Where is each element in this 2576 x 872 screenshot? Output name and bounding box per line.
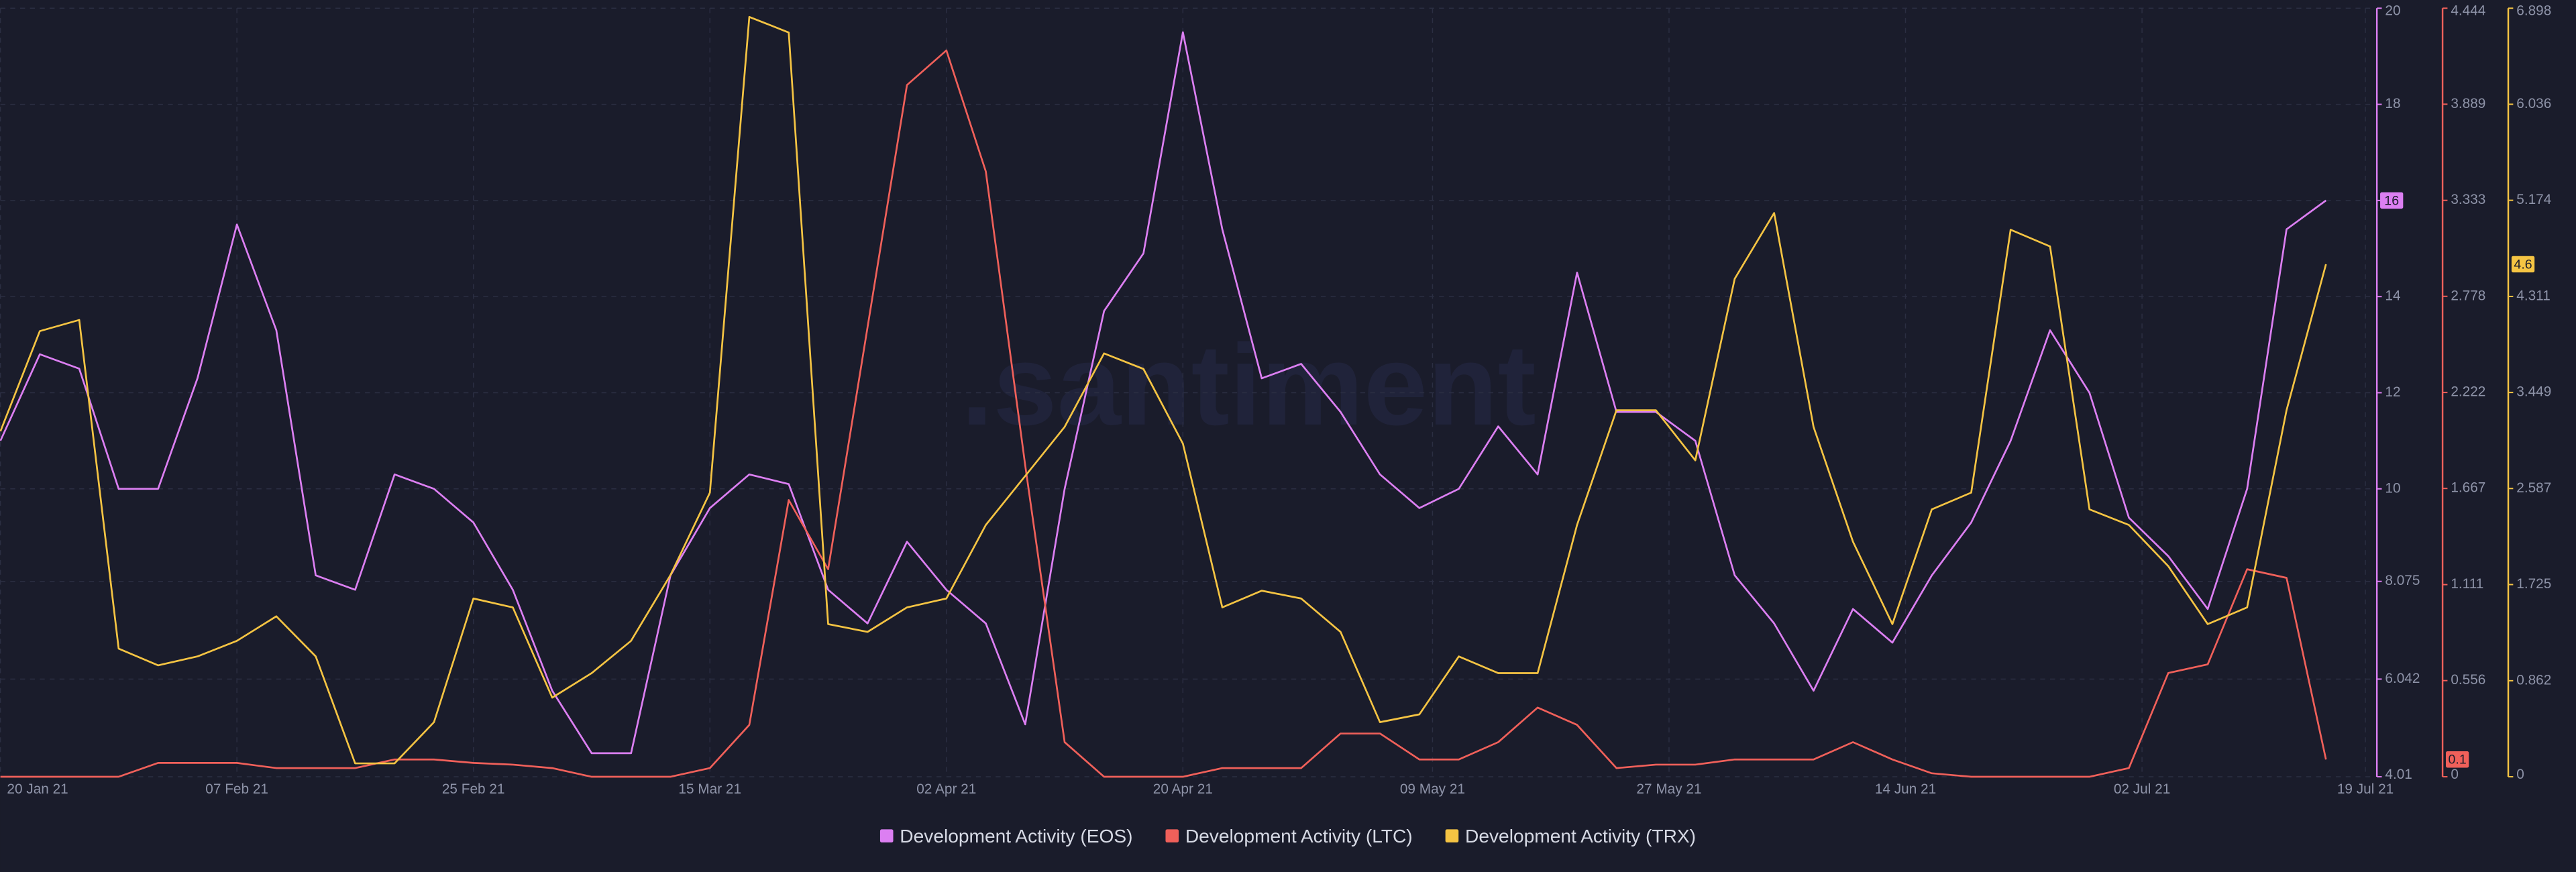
badge-label: 16 [2384, 193, 2399, 208]
last-value-badge: 0.1 [2445, 751, 2469, 768]
y-tick-label: 2.587 [2516, 480, 2551, 496]
y-tick-label: 3.333 [2451, 192, 2485, 207]
legend: Development Activity (EOS) Development Ac… [879, 826, 1696, 847]
legend-item: Development Activity (LTC) [1165, 826, 1413, 847]
watermark: .santiment [961, 321, 1536, 449]
y-tick-label: 5.174 [2516, 192, 2551, 207]
x-tick-label: 02 Jul 21 [2114, 781, 2170, 797]
y-tick-label: 1.667 [2451, 480, 2485, 496]
y-tick-label: 6.898 [2516, 3, 2551, 19]
y-tick-label: 12 [2385, 384, 2400, 400]
y-tick-label: 4.444 [2451, 3, 2485, 19]
legend-item: Development Activity (TRX) [1445, 826, 1696, 847]
x-tick-label: 20 Jan 21 [7, 781, 68, 797]
y-tick-label: 14 [2385, 288, 2400, 304]
badge-box [2380, 192, 2404, 209]
x-tick-label: 20 Apr 21 [1153, 781, 1213, 797]
series-line [0, 49, 2327, 778]
y-tick-label: 10 [2385, 480, 2400, 496]
y-tick-label: 0.862 [2516, 672, 2551, 688]
legend-swatch [1165, 829, 1179, 842]
y-tick-label: 6.036 [2516, 96, 2551, 111]
y-tick-label: 4.311 [2516, 288, 2551, 303]
last-value-badge: 4.6 [2511, 256, 2535, 273]
x-tick-label: 14 Jun 21 [1875, 781, 1936, 797]
y-tick-label: 2.222 [2451, 384, 2485, 400]
y-tick-label: 3.889 [2451, 96, 2485, 111]
x-tick-label: 02 Apr 21 [916, 781, 976, 797]
y-tick-label: 18 [2385, 96, 2400, 111]
badge-box [2445, 751, 2469, 768]
last-value-badge: 16 [2380, 192, 2404, 209]
x-tick-label: 07 Feb 21 [205, 781, 268, 797]
y-tick-label: 8.075 [2385, 573, 2420, 588]
y-tick-label: 0 [2516, 767, 2524, 782]
y-tick-label: 2.778 [2451, 288, 2485, 303]
x-tick-label: 27 May 21 [1636, 781, 1701, 797]
series-line [0, 31, 2327, 755]
legend-item: Development Activity (EOS) [879, 826, 1133, 847]
series-line [0, 15, 2327, 765]
badge-label: 0.1 [2449, 753, 2467, 767]
x-tick-label: 09 May 21 [1400, 781, 1465, 797]
y-tick-label: 1.111 [2451, 576, 2483, 592]
legend-label: Development Activity (TRX) [1465, 826, 1696, 847]
y-tick-label: 4.01 [2385, 767, 2412, 782]
x-tick-label: 19 Jul 21 [2337, 781, 2394, 797]
x-tick-label: 15 Mar 21 [678, 781, 741, 797]
badge-label: 4.6 [2514, 257, 2532, 272]
badge-box [2511, 256, 2535, 273]
y-tick-label: 0.556 [2451, 672, 2485, 688]
y-tick-label: 20 [2385, 3, 2400, 19]
y-tick-label: 6.042 [2385, 671, 2420, 686]
y-tick-label: 0 [2451, 767, 2459, 782]
x-tick-label: 25 Feb 21 [442, 781, 505, 797]
legend-label: Development Activity (LTC) [1185, 826, 1413, 847]
legend-swatch [1445, 829, 1459, 842]
y-tick-label: 1.725 [2516, 576, 2551, 592]
y-tick-label: 3.449 [2516, 384, 2551, 400]
legend-swatch [879, 829, 894, 842]
legend-label: Development Activity (EOS) [900, 826, 1132, 847]
